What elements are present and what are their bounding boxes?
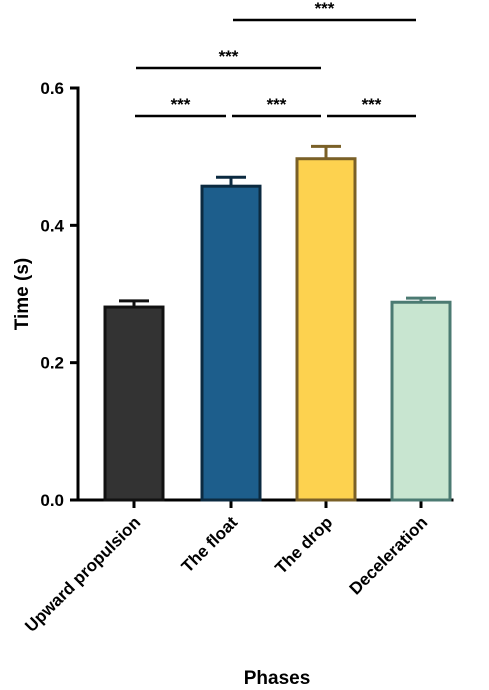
y-tick-label: 0.0 xyxy=(40,491,64,510)
y-tick-label: 0.6 xyxy=(40,79,64,98)
x-tick-label: The drop xyxy=(271,513,336,578)
significance-label: *** xyxy=(267,95,287,114)
significance-label: *** xyxy=(315,0,335,18)
x-tick-label: Deceleration xyxy=(346,513,432,599)
significance-group: *** *** *** *** *** xyxy=(135,0,416,118)
bar xyxy=(390,300,452,502)
significance-label: *** xyxy=(219,47,239,66)
x-tick-label: Upward propulsion xyxy=(21,513,144,636)
bar xyxy=(103,305,165,502)
bar xyxy=(295,157,357,502)
significance-label: *** xyxy=(362,95,382,114)
x-tick-label: The float xyxy=(178,513,242,577)
bar xyxy=(200,184,262,502)
bars-group xyxy=(103,144,452,502)
y-tick-label: 0.2 xyxy=(40,354,64,373)
significance-label: *** xyxy=(171,95,191,114)
y-axis-title: Time (s) xyxy=(12,258,33,331)
y-tick-label: 0.4 xyxy=(40,216,64,235)
x-axis-title: Phases xyxy=(244,668,311,689)
